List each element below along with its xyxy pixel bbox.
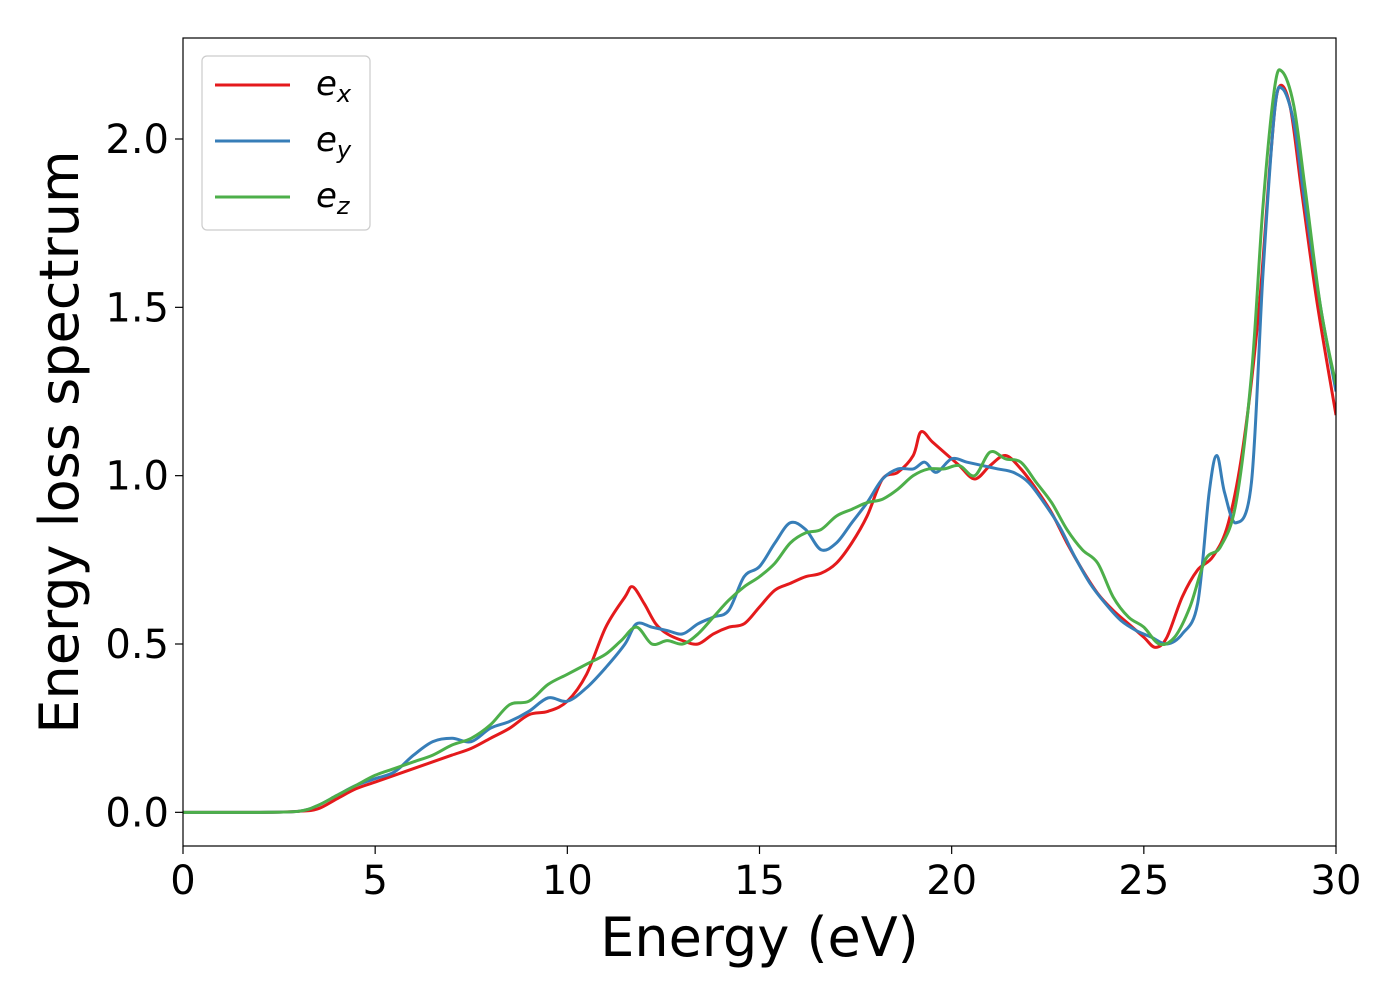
legend-box <box>201 55 371 231</box>
legend: ex ey ez <box>201 55 371 231</box>
x-tick-label: 5 <box>362 858 387 904</box>
y-tick-label: 1.0 <box>105 454 169 500</box>
series-line-x <box>183 83 1336 814</box>
x-axis-label: Energy (eV) <box>600 906 919 969</box>
legend-label-z: ez <box>316 176 351 220</box>
x-tick-label: 10 <box>542 858 593 904</box>
y-tick-label: 1.5 <box>105 285 169 331</box>
x-tick-label: 25 <box>1118 858 1169 904</box>
legend-label-x: ex <box>316 64 352 108</box>
y-axis: 0.0 0.5 1.0 1.5 2.0 <box>105 117 183 836</box>
x-tick-label: 30 <box>1311 858 1362 904</box>
y-tick-label: 0.0 <box>105 790 169 836</box>
x-tick-label: 0 <box>170 858 195 904</box>
x-tick-label: 15 <box>734 858 785 904</box>
y-tick-label: 2.0 <box>105 117 169 163</box>
x-axis: 0 5 10 15 20 25 30 <box>170 846 1361 904</box>
x-tick-label: 20 <box>926 858 977 904</box>
series-layer <box>183 68 1336 814</box>
y-tick-label: 0.5 <box>105 622 169 668</box>
legend-label-y: ey <box>316 120 352 164</box>
y-axis-label: Energy loss spectrum <box>28 150 91 733</box>
series-line-z <box>183 68 1336 814</box>
